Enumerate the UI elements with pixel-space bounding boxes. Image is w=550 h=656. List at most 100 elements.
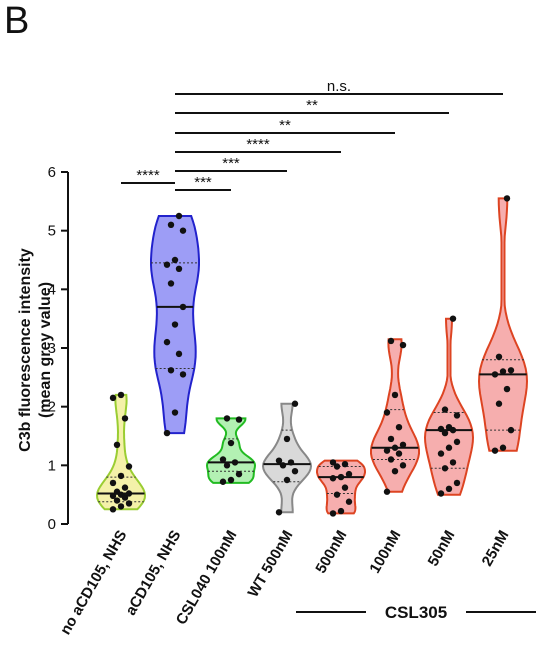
data-point [175, 350, 183, 358]
data-point [291, 468, 299, 475]
data-point [113, 497, 121, 504]
violin-4 [316, 459, 366, 515]
data-point [391, 444, 399, 451]
data-point [219, 478, 227, 485]
y-axis-label-line2: (mean grey value) [37, 282, 54, 418]
data-point [399, 441, 407, 448]
category-label: no aCD105, NHS [57, 528, 130, 638]
data-point [275, 509, 283, 516]
significance-label: ** [279, 117, 291, 134]
data-point [125, 463, 133, 470]
data-point [329, 475, 337, 482]
data-point [167, 367, 175, 374]
data-point [449, 315, 457, 322]
data-point [283, 476, 291, 484]
data-point [291, 400, 299, 407]
data-point [333, 463, 341, 470]
data-point [117, 391, 125, 399]
y-tick-label: 6 [48, 164, 56, 181]
data-point [223, 462, 231, 469]
data-point [453, 479, 461, 487]
data-point [383, 488, 391, 495]
violin-6 [423, 317, 475, 496]
data-point [507, 367, 515, 374]
data-point [383, 447, 391, 454]
data-point [171, 409, 179, 416]
data-point [441, 406, 449, 413]
data-point [109, 479, 117, 487]
data-point [231, 459, 239, 466]
data-point [167, 221, 175, 228]
data-point [329, 510, 337, 517]
data-point [391, 468, 399, 475]
data-point [345, 470, 353, 478]
y-tick-label: 0 [48, 516, 56, 533]
data-point [507, 426, 515, 434]
data-point [495, 400, 503, 407]
data-point [125, 500, 133, 507]
data-point [109, 506, 117, 513]
data-point [499, 368, 507, 375]
data-point [437, 450, 445, 457]
data-point [125, 490, 133, 497]
data-point [171, 321, 179, 328]
data-point [387, 435, 395, 443]
data-point [113, 441, 121, 448]
data-point [235, 470, 243, 478]
violin-3 [261, 402, 313, 514]
data-point [279, 462, 287, 469]
data-point [121, 415, 129, 422]
data-point [445, 424, 453, 431]
data-point [117, 472, 125, 480]
data-point [287, 459, 295, 466]
data-point [341, 460, 349, 468]
group-label: CSL305 [385, 603, 447, 622]
data-point [449, 459, 457, 466]
data-point [441, 465, 449, 472]
significance-label: ** [306, 97, 318, 114]
panel-letter: B [4, 0, 30, 42]
data-point [163, 261, 171, 268]
data-point [491, 371, 499, 378]
data-point [445, 444, 453, 451]
data-point [503, 195, 511, 202]
violin-0 [95, 393, 147, 511]
data-point [109, 492, 117, 500]
category-label: CSL040 100nM [173, 528, 241, 628]
violin-2 [205, 417, 257, 484]
data-point [337, 473, 345, 481]
data-point [495, 353, 503, 360]
data-point [163, 429, 171, 437]
significance-label: n.s. [327, 78, 351, 95]
data-point [223, 415, 231, 422]
data-point [391, 391, 399, 399]
data-point [453, 412, 461, 419]
data-point [329, 459, 337, 466]
data-point [113, 488, 121, 495]
data-point [437, 425, 445, 433]
data-point [179, 303, 187, 311]
data-point [171, 256, 179, 264]
significance-label: *** [194, 174, 212, 191]
data-point [387, 337, 395, 345]
y-tick-label: 2 [48, 399, 56, 416]
data-point [337, 507, 345, 515]
data-point [235, 416, 243, 423]
data-point [399, 462, 407, 469]
data-point [499, 444, 507, 451]
data-point [341, 484, 349, 491]
data-point [227, 476, 235, 484]
data-point [117, 503, 125, 510]
data-point [179, 227, 187, 234]
y-tick-label: 3 [48, 340, 56, 357]
data-point [179, 371, 187, 378]
data-point [109, 394, 117, 402]
category-label: 500nM [312, 528, 350, 577]
data-point [175, 265, 183, 272]
category-label: aCD105, NHS [122, 528, 184, 619]
category-label: WT 500nM [245, 528, 297, 601]
data-point [333, 491, 341, 498]
data-point [453, 438, 461, 446]
